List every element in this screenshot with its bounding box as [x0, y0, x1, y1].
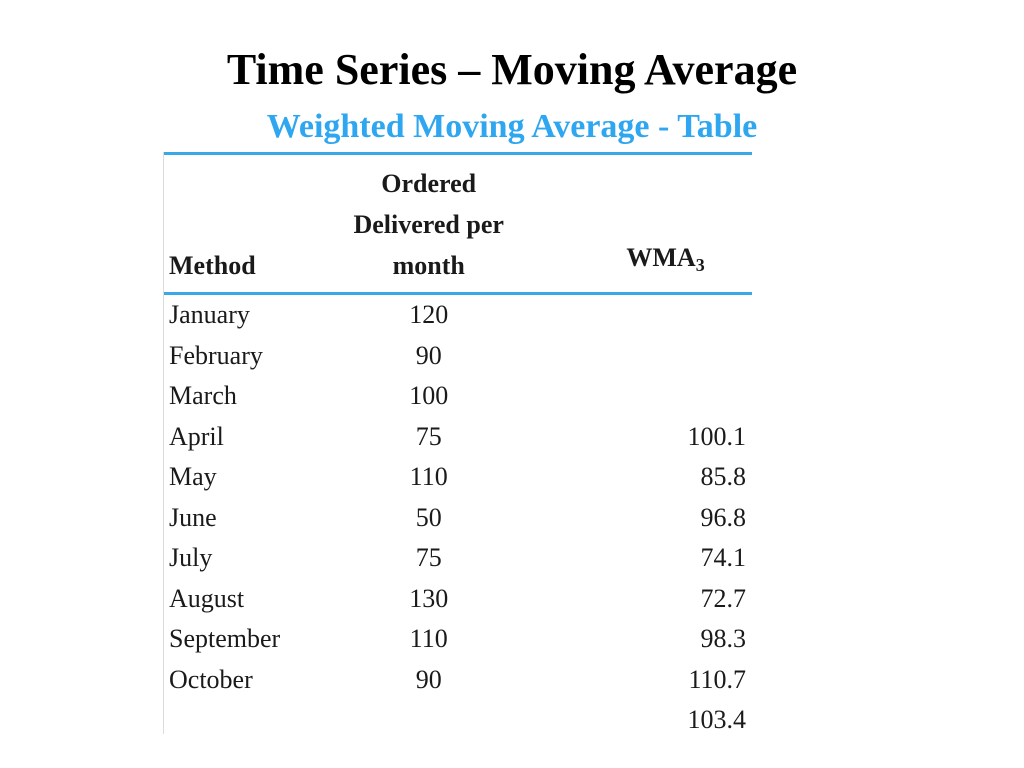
table-row: August 130 72.7	[164, 579, 752, 620]
header-wma-label: WMA	[626, 243, 696, 272]
month-cell: May	[169, 462, 217, 491]
table-row: February 90	[164, 336, 752, 377]
header-row: Method Ordered Delivered per month WMA3	[164, 153, 752, 295]
header-ordered-line3: month	[392, 251, 465, 280]
wma-cell: 85.8	[700, 462, 747, 491]
wma-cell: 100.1	[687, 421, 747, 451]
ordered-cell: 90	[415, 664, 442, 694]
slide-subtitle: Weighted Moving Average - Table	[266, 108, 758, 145]
header-ordered-line2: Delivered per	[353, 210, 504, 239]
table-row: January 120	[164, 294, 752, 336]
wma-cell: 74.1	[700, 543, 747, 572]
wma-cell: 98.3	[700, 624, 747, 653]
month-cell: September	[169, 624, 281, 653]
table-row: 103.4	[164, 700, 752, 741]
month-cell: March	[169, 381, 237, 410]
month-cell: July	[169, 543, 213, 572]
month-cell: August	[169, 583, 245, 613]
table-row: September 110 98.3	[164, 619, 752, 660]
table-row: June 50 96.8	[164, 498, 752, 539]
ordered-cell: 75	[415, 421, 442, 451]
ordered-cell: 130	[409, 583, 449, 613]
wma-cell: 96.8	[700, 502, 747, 532]
table-row: May 110 85.8	[164, 457, 752, 498]
table-row: October 90 110.7	[164, 660, 752, 701]
ordered-cell: 100	[409, 381, 449, 410]
table-row: July 75 74.1	[164, 538, 752, 579]
table-row: April 75 100.1	[164, 417, 752, 458]
ordered-cell: 110	[409, 462, 448, 491]
slide-title: Time Series – Moving Average	[226, 45, 798, 94]
ordered-cell: 50	[415, 502, 442, 532]
table-header: Method Ordered Delivered per month WMA3	[164, 153, 752, 295]
ordered-cell: 120	[409, 300, 449, 329]
table-panel: Method Ordered Delivered per month WMA3 …	[163, 152, 753, 734]
header-ordered: Ordered Delivered per month	[338, 153, 520, 295]
ordered-cell: 110	[409, 624, 448, 653]
wma-cell: 72.7	[700, 583, 747, 613]
ordered-cell	[338, 700, 519, 741]
header-method: Method	[164, 153, 339, 295]
wma-cell	[519, 294, 752, 336]
header-wma-subscript: 3	[695, 255, 705, 275]
month-cell: February	[169, 340, 263, 370]
header-method-label: Method	[169, 251, 256, 280]
month-cell: April	[169, 421, 224, 451]
month-cell: January	[169, 300, 250, 329]
table-body: January 120 February 90 March 100 April 75 100.1…	[164, 294, 752, 741]
ordered-cell: 90	[415, 340, 442, 370]
ordered-cell: 75	[415, 543, 442, 572]
table-row: March 100	[164, 376, 752, 417]
month-cell: October	[169, 664, 253, 694]
month-cell: June	[169, 502, 217, 532]
month-cell	[164, 700, 338, 741]
wma-cell: 110.7	[688, 664, 746, 694]
header-ordered-line1: Ordered	[381, 169, 477, 198]
wma-cell	[519, 376, 752, 417]
wma-cell	[519, 336, 752, 377]
wma-table: Method Ordered Delivered per month WMA3 …	[164, 152, 752, 741]
header-wma: WMA3	[519, 153, 752, 295]
wma-cell: 103.4	[687, 705, 747, 734]
